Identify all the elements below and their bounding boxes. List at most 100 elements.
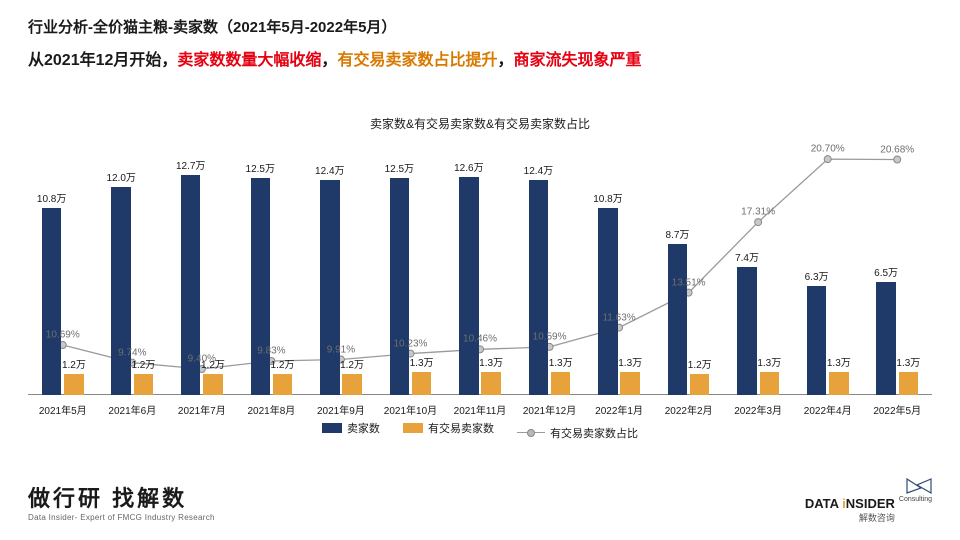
legend-active: 有交易卖家数 (403, 420, 494, 436)
bar-label-sellers: 6.5万 (864, 264, 907, 279)
bar-label-active_sellers: 1.2万 (52, 356, 95, 371)
line-point-label: 11.63% (602, 312, 635, 323)
bar-sellers (668, 244, 687, 395)
footer-left-en: Data Insider- Expert of FMCG Industry Re… (28, 513, 215, 522)
line-point-label: 9.74% (118, 347, 146, 358)
subtitle: 从2021年12月开始，卖家数数量大幅收缩，有交易卖家数占比提升，商家流失现象严… (28, 46, 641, 70)
subtitle-orange: 有交易卖家数占比提升 (337, 52, 497, 69)
legend-sellers: 卖家数 (322, 420, 380, 436)
logo-icon (906, 478, 932, 494)
bar-label-active_sellers: 1.3万 (748, 354, 791, 369)
bar-label-active_sellers: 1.3万 (400, 354, 443, 369)
x-axis-label: 2021年11月 (445, 402, 515, 417)
bar-active_sellers (690, 374, 709, 395)
bar-active_sellers (899, 372, 918, 395)
legend-label-active: 有交易卖家数 (428, 420, 494, 436)
x-axis-label: 2021年6月 (98, 402, 168, 417)
slot: 6.3万1.3万2022年4月 (793, 135, 863, 395)
bar-label-active_sellers: 1.3万 (539, 354, 582, 369)
slot: 6.5万1.3万2022年5月 (862, 135, 932, 395)
x-axis-label: 2022年1月 (584, 402, 654, 417)
bar-active_sellers (412, 372, 431, 395)
plot: 10.8万1.2万2021年5月10.69%12.0万1.2万2021年6月9.… (28, 135, 932, 395)
bar-label-active_sellers: 1.2万 (678, 356, 721, 371)
page-title: 行业分析-全价猫主粮-卖家数（2021年5月-2022年5月） (28, 16, 396, 37)
bar-active_sellers (551, 372, 570, 395)
consulting-label: Consulting (899, 496, 932, 503)
line-point-label: 17.31% (741, 207, 775, 218)
bar-label-sellers: 8.7万 (656, 226, 699, 241)
subtitle-prefix: 从2021年12月开始， (28, 52, 177, 69)
footer-left: 做行研 找解数 Data Insider- Expert of FMCG Ind… (28, 481, 215, 522)
bar-active_sellers (64, 374, 83, 395)
bar-label-sellers: 10.8万 (586, 190, 629, 205)
x-axis-label: 2021年7月 (167, 402, 237, 417)
bar-sellers (737, 267, 756, 395)
slot: 10.8万1.2万2021年5月 (28, 135, 98, 395)
bar-label-active_sellers: 1.2万 (261, 356, 304, 371)
bar-label-sellers: 12.5万 (239, 160, 282, 175)
bar-active_sellers (481, 372, 500, 395)
slot: 10.8万1.3万2022年1月 (584, 135, 654, 395)
line-point-label: 13.51% (672, 277, 706, 288)
footer-right: DATA iNSIDER 解数咨询 Consulting (805, 478, 932, 524)
slot: 12.4万1.2万2021年9月 (306, 135, 376, 395)
x-axis-label: 2022年4月 (793, 402, 863, 417)
slot: 12.5万1.3万2021年10月 (376, 135, 446, 395)
bar-active_sellers (273, 374, 292, 395)
bar-label-active_sellers: 1.3万 (608, 354, 651, 369)
bar-label-active_sellers: 1.2万 (330, 356, 373, 371)
legend: 卖家数 有交易卖家数 有交易卖家数占比 (0, 420, 960, 441)
legend-swatch-sellers (322, 423, 342, 433)
bar-label-active_sellers: 1.3万 (469, 354, 512, 369)
line-point-label: 9.91% (327, 344, 355, 355)
line-point-label: 10.23% (393, 338, 427, 349)
bar-label-sellers: 12.7万 (169, 157, 212, 172)
chart-area: 10.8万1.2万2021年5月10.69%12.0万1.2万2021年6月9.… (28, 135, 932, 430)
legend-line-icon (517, 432, 545, 433)
bar-active_sellers (134, 374, 153, 395)
brand-sub: 解数咨询 (805, 511, 895, 524)
x-axis-label: 2021年9月 (306, 402, 376, 417)
bar-label-active_sellers: 1.2万 (122, 356, 165, 371)
subtitle-red-2: 商家流失现象严重 (513, 52, 641, 69)
bar-label-sellers: 7.4万 (725, 249, 768, 264)
slot: 12.6万1.3万2021年11月 (445, 135, 515, 395)
x-axis-label: 2021年5月 (28, 402, 98, 417)
line-point-label: 9.83% (257, 346, 285, 357)
line-point-label: 10.69% (46, 330, 80, 341)
bar-active_sellers (342, 374, 361, 395)
subtitle-red-1: 卖家数数量大幅收缩 (177, 52, 321, 69)
x-axis-label: 2021年8月 (237, 402, 307, 417)
bar-label-sellers: 6.3万 (795, 268, 838, 283)
line-point-label: 10.59% (533, 331, 567, 342)
brand-part-2: NSIDER (846, 496, 895, 511)
x-axis-label: 2022年5月 (862, 402, 932, 417)
footer-left-cn: 做行研 找解数 (28, 481, 215, 513)
bar-active_sellers (620, 372, 639, 395)
legend-label-ratio: 有交易卖家数占比 (550, 425, 638, 441)
subtitle-sep-2: ， (497, 52, 513, 69)
brand-part-1: DATA (805, 496, 842, 511)
line-point-label: 10.46% (463, 334, 497, 345)
line-point-label: 9.40% (188, 354, 216, 365)
x-axis-label: 2022年2月 (654, 402, 724, 417)
slot: 8.7万1.2万2022年2月 (654, 135, 724, 395)
x-axis-label: 2021年12月 (515, 402, 585, 417)
legend-swatch-active (403, 423, 423, 433)
bar-active_sellers (829, 372, 848, 395)
bar-active_sellers (760, 372, 779, 395)
legend-ratio: 有交易卖家数占比 (517, 425, 638, 441)
bar-label-sellers: 10.8万 (30, 190, 73, 205)
line-point-label: 20.70% (811, 144, 845, 155)
bar-label-sellers: 12.6万 (447, 159, 490, 174)
bar-active_sellers (203, 374, 222, 395)
subtitle-sep-1: ， (321, 52, 337, 69)
bar-label-sellers: 12.5万 (378, 160, 421, 175)
bar-sellers (876, 282, 895, 395)
x-axis-label: 2022年3月 (723, 402, 793, 417)
line-point-label: 20.68% (880, 144, 914, 155)
bar-sellers (807, 286, 826, 395)
chart-title: 卖家数&有交易卖家数&有交易卖家数占比 (0, 115, 960, 132)
slot: 7.4万1.3万2022年3月 (723, 135, 793, 395)
